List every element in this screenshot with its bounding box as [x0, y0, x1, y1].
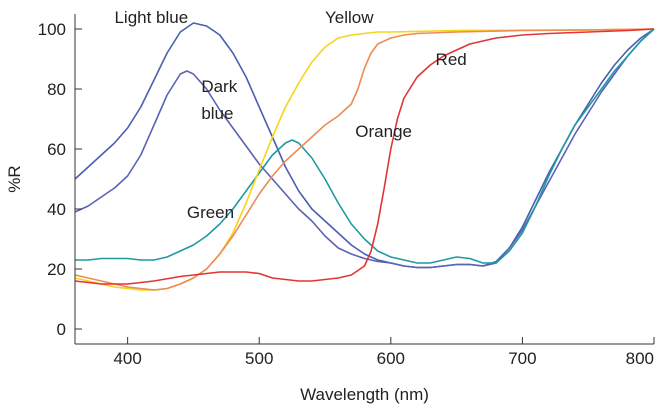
x-tick-label: 500: [245, 349, 273, 368]
series-annotation: Yellow: [325, 8, 374, 27]
series-annotation: Orange: [355, 122, 412, 141]
series-lines: [74, 22, 655, 291]
series-line-red: [74, 28, 655, 285]
series-line-yellow: [74, 28, 655, 291]
x-tick-label: 700: [508, 349, 536, 368]
y-tick-label: 20: [47, 260, 66, 279]
series-annotation: Red: [436, 50, 467, 69]
series-annotations: Light blue Dark blue Yellow Red Orange Green: [114, 8, 466, 222]
x-tick-label: 800: [626, 349, 654, 368]
axes: 0 20 40 60 80 100 400 500 600 700 800: [38, 14, 655, 368]
series-line-dark-blue: [74, 28, 655, 269]
series-annotation: blue: [201, 104, 233, 123]
series-line-light-blue: [74, 22, 655, 269]
series-annotation: Dark: [201, 77, 237, 96]
y-tick-label: 80: [47, 80, 66, 99]
y-tick-label: 100: [38, 20, 66, 39]
x-axis-title: Wavelength (nm): [300, 385, 429, 404]
x-tick-label: 600: [377, 349, 405, 368]
y-tick-label: 0: [57, 320, 66, 339]
series-annotation: Light blue: [114, 8, 188, 27]
series-annotation: Green: [187, 203, 234, 222]
y-tick-label: 60: [47, 140, 66, 159]
y-axis-title: %R: [5, 165, 24, 192]
series-line-green: [75, 28, 655, 264]
y-tick-label: 40: [47, 200, 66, 219]
x-tick-label: 400: [113, 349, 141, 368]
series-line-orange: [74, 28, 655, 291]
